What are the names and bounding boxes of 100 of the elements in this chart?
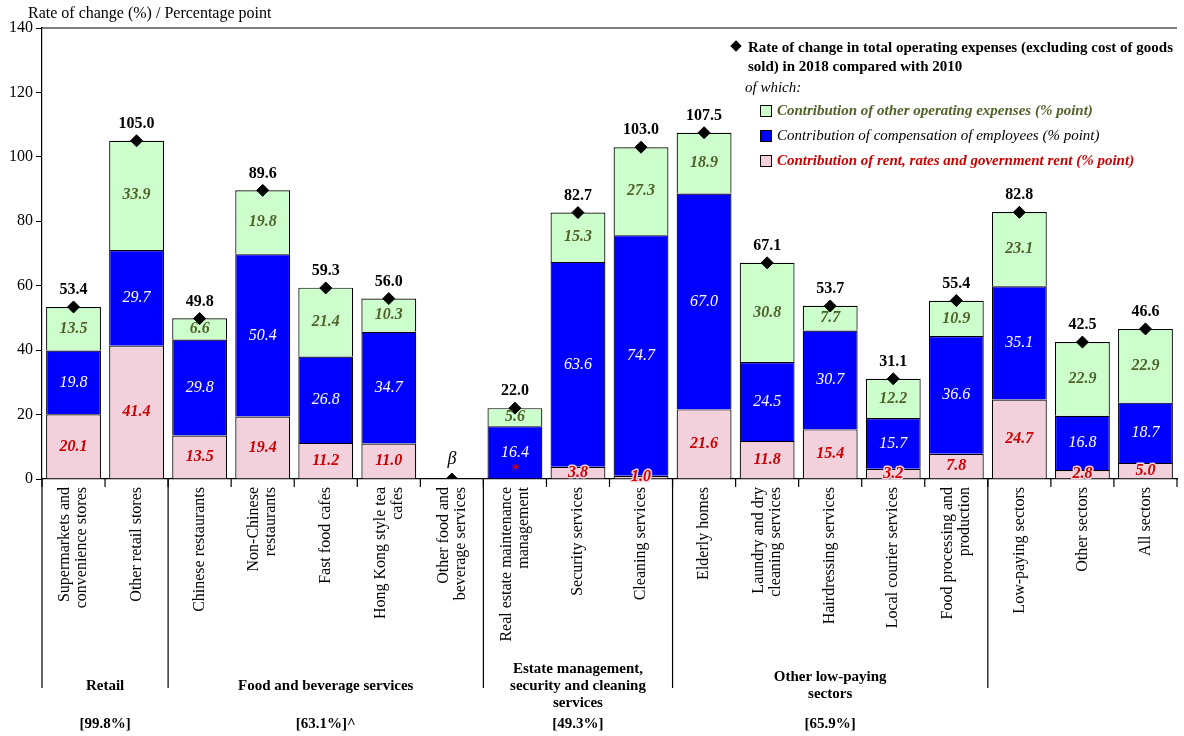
text: Estate management, security and cleaning services: [510, 659, 647, 710]
data-label: 1.0: [631, 467, 652, 485]
data-label: 31.1: [879, 351, 908, 369]
data-label: 105.0: [118, 113, 155, 131]
data-label: 53.4: [59, 280, 88, 298]
data-label: 53.7: [816, 279, 845, 297]
x-tick-label: Hairdressing services: [820, 487, 839, 625]
data-label: 20.1: [58, 436, 88, 454]
y-tick-label: 80: [17, 211, 33, 229]
data-label: 33.9: [121, 185, 151, 203]
data-label: 50.4: [248, 325, 277, 343]
y-tick-label: 0: [25, 469, 33, 487]
data-label: 24.7: [1004, 429, 1035, 447]
data-label: 15.3: [563, 227, 592, 245]
data-label: 11.0: [375, 451, 403, 469]
y-tick-label: 40: [17, 340, 33, 358]
point: [886, 372, 900, 386]
data-label: 21.4: [310, 312, 340, 330]
data-label: 11.2: [312, 450, 340, 468]
data-label: 29.7: [122, 288, 152, 305]
x-tick-label: Hong Kong style tea cafes: [370, 487, 405, 619]
data-label: 23.1: [1004, 239, 1034, 257]
data-label: 18.7: [1131, 422, 1161, 440]
legend-label: Contribution of other operating expenses (% point): [777, 101, 1093, 120]
data-label: 15.7: [879, 433, 909, 451]
y-tick-label: 20: [17, 404, 33, 422]
data-label: 10.3: [374, 305, 403, 323]
data-label: 67.1: [753, 235, 782, 253]
text: [49.3%]: [552, 714, 604, 731]
data-label: 59.3: [311, 261, 340, 279]
text: Other low-paying sectors: [773, 668, 888, 702]
point: [1075, 335, 1089, 349]
y-tick-label: 140: [9, 18, 33, 36]
x-tick-label: Chinese restaurants: [189, 487, 207, 612]
y-tick-label: 100: [9, 147, 33, 165]
x-tick-label: Supermarkets and convenience stores: [55, 487, 90, 609]
x-tick-label: Fast food cafes: [315, 487, 333, 584]
legend-title: of which:: [745, 78, 803, 97]
point: [256, 183, 270, 197]
text: Retail: [85, 676, 125, 693]
x-tick-label: Laundry and dry cleaning services: [748, 487, 784, 597]
data-label: 27.3: [626, 181, 656, 199]
x-tick-label: Low-paying sectors: [1009, 487, 1028, 614]
data-label: 35.1: [1004, 333, 1034, 351]
legend-label: Contribution of rent, rates and government rent (% point): [777, 151, 1135, 170]
text: Food and beverage services: [238, 676, 414, 693]
data-label: 16.8: [1068, 433, 1097, 451]
point: [1138, 322, 1152, 336]
data-label: 30.7: [815, 370, 846, 388]
point: [949, 294, 963, 308]
data-label: 12.2: [879, 388, 908, 406]
data-label: 55.4: [942, 273, 971, 291]
data-label: 82.8: [1005, 185, 1034, 203]
data-label: 5.0: [1135, 460, 1156, 478]
point: [697, 126, 711, 140]
data-label: 41.4: [121, 402, 151, 420]
data-label: 21.6: [689, 434, 719, 452]
data-label: 6.6: [189, 319, 210, 337]
data-label: 5.6: [504, 407, 525, 425]
data-label: 82.7: [563, 185, 592, 203]
data-label: 13.5: [185, 447, 214, 465]
data-label: 16.4: [500, 442, 529, 460]
data-label: 103.0: [623, 120, 660, 138]
data-label: 19.8: [59, 372, 88, 390]
data-label: 13.5: [59, 318, 88, 336]
x-tick-label: Security services: [568, 487, 587, 596]
data-label: 63.6: [563, 354, 592, 372]
data-label: 42.5: [1068, 315, 1097, 333]
data-label: 7.7: [820, 308, 842, 326]
text: [99.8%]: [79, 714, 131, 731]
point: [634, 140, 648, 154]
point: [130, 134, 144, 148]
x-tick-label: Other retail stores: [126, 487, 144, 602]
text: [63.1%]^: [295, 714, 356, 731]
x-tick-label: Food processing and production: [938, 487, 974, 620]
data-label: 67.0: [690, 291, 719, 309]
y-tick-label: 120: [9, 82, 33, 100]
annotation: *: [510, 461, 520, 479]
data-label: 7.8: [946, 456, 967, 474]
data-label: 49.8: [185, 291, 214, 309]
data-label: 10.9: [942, 308, 971, 326]
point: [382, 292, 396, 306]
data-label: 22.9: [1130, 355, 1160, 373]
legend-label: Contribution of compensation of employees (% point): [777, 126, 1100, 145]
data-label: 107.5: [686, 105, 723, 123]
data-label: 19.4: [248, 437, 277, 455]
data-label: 46.6: [1131, 302, 1160, 320]
data-label: 29.8: [185, 377, 214, 395]
data-label: 34.7: [373, 377, 404, 395]
data-label: 74.7: [627, 345, 657, 363]
data-label: 15.4: [816, 444, 845, 462]
data-label: β: [446, 447, 457, 468]
data-label: 18.9: [690, 153, 719, 171]
point: [760, 256, 774, 270]
data-label: 56.0: [374, 271, 403, 289]
x-tick-label: Local courier services: [883, 487, 901, 629]
data-label: 89.6: [248, 163, 277, 181]
x-tick-label: Elderly homes: [694, 487, 713, 580]
x-tick-label: Other sectors: [1072, 487, 1090, 572]
x-tick-label: Non-Chinese restaurants: [244, 487, 279, 572]
